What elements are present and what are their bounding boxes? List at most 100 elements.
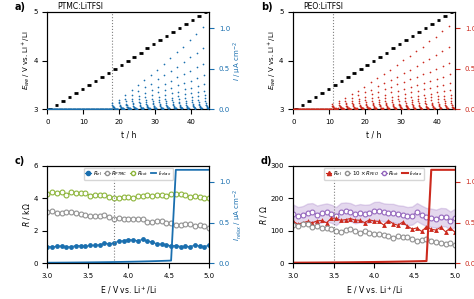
Point (299, 107, 306, 112)
Point (198, 106, 206, 110)
Point (128, 88, 135, 93)
Point (123, 104, 131, 109)
Point (436, 105, 444, 110)
Point (203, 104, 210, 109)
Point (145, 106, 153, 111)
Point (119, 106, 127, 111)
Point (97, 107, 105, 112)
Point (423, 104, 430, 109)
Point (390, 104, 397, 109)
Point (76, 107, 83, 112)
Point (424, 106, 431, 111)
Point (355, 99, 363, 103)
Point (290, 106, 297, 111)
Point (430, 106, 438, 110)
Point (102, 107, 110, 112)
Point (82, 107, 89, 112)
Point (110, 105, 118, 110)
Point (100, 107, 107, 112)
Point (122, 99, 129, 104)
Point (120, 106, 128, 111)
Point (429, 104, 437, 109)
Point (324, 107, 331, 112)
Point (370, 106, 378, 110)
Point (294, 107, 301, 112)
Point (141, 85, 148, 90)
Point (358, 106, 365, 111)
Point (402, 103, 410, 108)
Point (444, 106, 451, 111)
Point (443, 105, 450, 110)
Point (363, 105, 371, 109)
Point (151, 105, 158, 110)
Point (304, 107, 312, 112)
Point (113, 107, 121, 112)
Point (104, 106, 111, 111)
Point (91, 107, 99, 112)
Point (64, 106, 72, 111)
Point (66, 107, 73, 112)
Point (374, 84, 382, 89)
Point (347, 107, 355, 112)
Point (417, 106, 424, 110)
Point (371, 106, 379, 111)
Point (442, 104, 450, 109)
Point (417, 106, 425, 110)
Point (185, 106, 192, 111)
Point (187, 86, 195, 90)
Point (394, 89, 401, 93)
Point (407, 85, 414, 89)
Point (432, 66, 440, 71)
Point (294, 106, 302, 111)
Point (187, 68, 194, 73)
Point (137, 103, 144, 108)
Point (107, 107, 114, 112)
Y-axis label: $R$ / Ω: $R$ / Ω (258, 204, 269, 225)
Point (116, 101, 123, 106)
Point (324, 106, 332, 111)
Point (390, 105, 397, 109)
Point (365, 106, 372, 111)
Point (387, 77, 394, 82)
Point (358, 106, 365, 110)
Point (137, 105, 145, 110)
Point (109, 105, 117, 109)
Point (80, 107, 87, 112)
Point (442, 103, 449, 107)
Point (338, 106, 346, 111)
Point (198, 106, 205, 111)
Point (370, 104, 377, 109)
Point (449, 105, 457, 110)
Point (187, 78, 194, 83)
Point (182, 103, 190, 107)
Point (58, 107, 65, 112)
Point (328, 107, 336, 112)
Point (340, 106, 347, 111)
Point (302, 107, 310, 112)
Point (126, 106, 134, 111)
Point (334, 106, 341, 111)
Point (426, 79, 434, 84)
Point (383, 106, 391, 110)
Point (123, 103, 130, 108)
Point (74, 107, 82, 112)
Point (396, 103, 403, 107)
Point (361, 94, 369, 99)
Point (321, 107, 328, 112)
Point (69, 107, 77, 112)
Point (63, 107, 70, 112)
Point (365, 106, 373, 111)
Point (150, 103, 157, 108)
Point (410, 105, 418, 110)
Point (443, 105, 450, 109)
Point (171, 106, 178, 110)
Point (421, 100, 429, 105)
Point (82, 107, 89, 112)
Point (432, 53, 440, 58)
Point (191, 106, 199, 111)
Point (165, 106, 173, 110)
Text: PTMC:LiTFSI: PTMC:LiTFSI (57, 2, 103, 11)
Point (409, 103, 417, 108)
Point (443, 105, 451, 110)
Point (127, 106, 134, 111)
